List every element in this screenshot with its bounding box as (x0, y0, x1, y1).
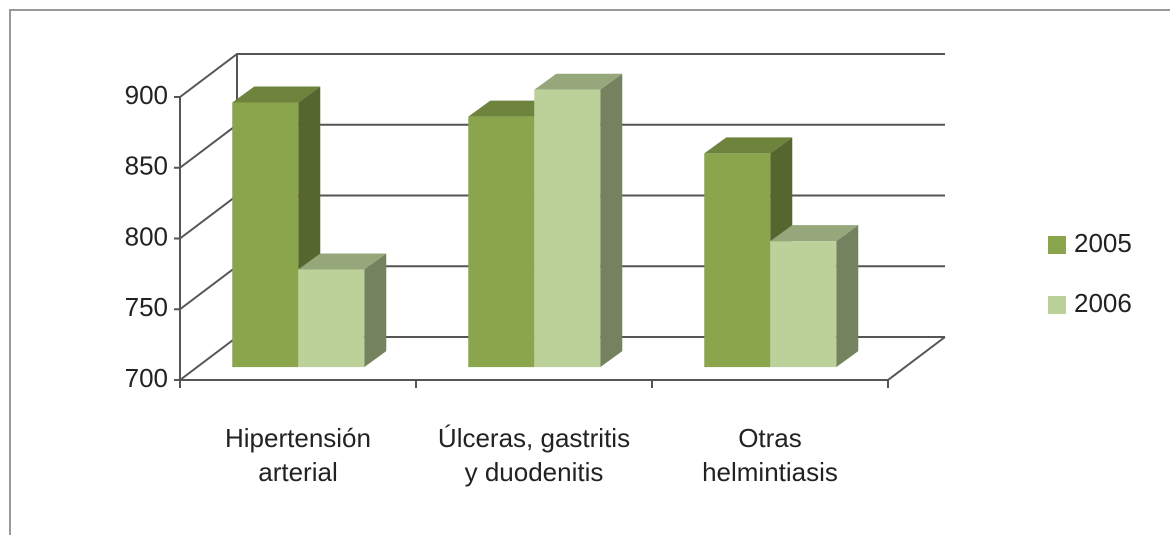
bar-top (704, 137, 793, 154)
y-tick-label: 800 (125, 221, 168, 251)
bar (298, 269, 365, 368)
bar (232, 102, 299, 368)
legend-label: 2006 (1074, 288, 1132, 318)
x-tick-label: Otras helmintiasis (702, 423, 838, 487)
y-tick-label: 700 (125, 363, 168, 393)
bar (534, 89, 601, 368)
bar-top (232, 86, 321, 103)
legend-swatch (1048, 296, 1066, 314)
x-tick-label: Hipertensión arterial (225, 423, 371, 487)
bar-top (534, 73, 623, 90)
legend-swatch (1048, 236, 1066, 254)
bar-side (600, 73, 623, 368)
y-tick-label: 900 (125, 80, 168, 110)
bar-side (836, 225, 859, 368)
x-tick-label: Úlceras, gastritis y duodenitis (438, 423, 630, 487)
y-tick-label: 750 (125, 292, 168, 322)
y-tick-label: 850 (125, 151, 168, 181)
bar-top (298, 253, 387, 270)
bar (704, 153, 771, 368)
bar-top (770, 225, 859, 242)
frame (9, 9, 1170, 535)
bar (770, 241, 837, 368)
legend-label: 2005 (1074, 228, 1132, 258)
bar (468, 116, 535, 368)
bar-side (364, 253, 387, 368)
